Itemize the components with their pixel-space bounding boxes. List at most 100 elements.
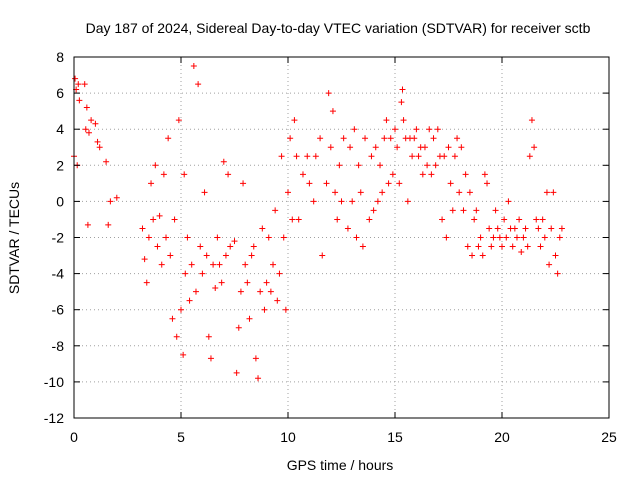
data-point <box>355 162 362 169</box>
data-point <box>173 333 180 340</box>
data-point <box>141 256 148 263</box>
data-point <box>274 297 281 304</box>
y-tick-label: 4 <box>56 121 64 137</box>
data-point <box>398 99 405 106</box>
data-point <box>167 252 174 259</box>
data-point <box>94 138 101 145</box>
data-point <box>458 144 465 151</box>
data-point <box>250 243 257 250</box>
y-tick-label: -2 <box>52 230 65 246</box>
data-point <box>175 117 182 124</box>
data-point <box>107 198 114 205</box>
data-point <box>511 225 518 232</box>
data-point <box>344 225 351 232</box>
data-point <box>197 243 204 250</box>
data-point <box>357 189 364 196</box>
data-point <box>158 261 165 268</box>
data-point <box>203 252 210 259</box>
data-point <box>537 243 544 250</box>
chart-title: Day 187 of 2024, Sidereal Day-to-day VTE… <box>86 20 591 36</box>
data-point <box>535 225 542 232</box>
data-point <box>92 120 99 127</box>
data-point <box>469 252 476 259</box>
data-point <box>370 207 377 214</box>
data-point <box>526 153 533 160</box>
y-tick-label: 2 <box>56 157 64 173</box>
x-tick-label: 25 <box>601 429 617 445</box>
data-point <box>554 270 561 277</box>
grid-lines <box>74 57 609 418</box>
data-point <box>72 75 79 82</box>
data-point <box>430 135 437 142</box>
data-point <box>381 135 388 142</box>
data-point <box>383 117 390 124</box>
data-point <box>419 171 426 178</box>
data-point <box>85 129 92 136</box>
data-point <box>222 252 229 259</box>
data-point <box>207 355 214 362</box>
data-point <box>82 126 89 133</box>
data-point <box>295 216 302 223</box>
data-point <box>192 288 199 295</box>
data-point <box>293 153 300 160</box>
data-point <box>214 234 221 241</box>
data-point <box>501 216 508 223</box>
data-point <box>323 180 330 187</box>
data-point <box>276 270 283 277</box>
data-point <box>248 252 255 259</box>
data-point <box>379 189 386 196</box>
data-point <box>353 234 360 241</box>
data-point <box>259 225 266 232</box>
data-point <box>349 198 356 205</box>
data-point <box>415 153 422 160</box>
data-point <box>278 153 285 160</box>
data-point <box>210 261 217 268</box>
data-point <box>443 234 450 241</box>
data-point <box>83 104 90 111</box>
data-point <box>426 126 433 133</box>
data-point <box>280 234 287 241</box>
x-tick-label: 20 <box>494 429 510 445</box>
y-tick-label: 6 <box>56 85 64 101</box>
data-point <box>156 212 163 219</box>
data-point <box>460 207 467 214</box>
data-point <box>385 180 392 187</box>
data-point <box>505 198 512 205</box>
data-point <box>265 234 272 241</box>
data-point <box>216 261 223 268</box>
y-tick-label: -12 <box>44 410 64 426</box>
data-point <box>235 324 242 331</box>
data-point <box>441 153 448 160</box>
data-point <box>548 225 555 232</box>
data-point <box>340 135 347 142</box>
data-point <box>449 207 456 214</box>
data-point <box>237 288 244 295</box>
data-point <box>488 243 495 250</box>
data-point <box>143 279 150 286</box>
data-point <box>477 234 484 241</box>
data-point <box>285 189 291 196</box>
data-point <box>220 158 227 165</box>
data-point <box>490 234 497 241</box>
data-point <box>255 375 262 382</box>
data-point <box>165 135 172 142</box>
data-point <box>439 216 446 223</box>
data-point <box>233 369 240 376</box>
data-point <box>169 315 176 322</box>
data-point <box>195 81 202 88</box>
data-point <box>289 216 296 223</box>
data-point <box>270 261 277 268</box>
data-point <box>392 126 398 133</box>
data-point <box>400 117 407 124</box>
data-point <box>319 252 326 259</box>
data-point <box>171 216 178 223</box>
data-point <box>231 238 238 245</box>
data-point <box>312 153 319 160</box>
data-point <box>473 207 480 214</box>
y-tick-label: -4 <box>52 266 65 282</box>
data-point <box>481 171 488 178</box>
data-point <box>317 135 324 142</box>
data-point <box>272 207 279 214</box>
data-point <box>299 171 306 178</box>
